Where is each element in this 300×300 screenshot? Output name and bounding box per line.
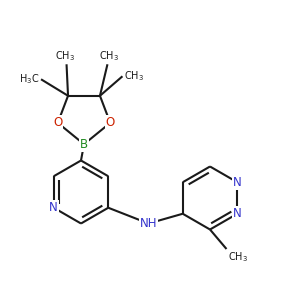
Text: NH: NH <box>140 217 157 230</box>
Text: O: O <box>106 116 115 129</box>
Text: H$_3$C: H$_3$C <box>19 72 40 86</box>
Text: CH$_3$: CH$_3$ <box>55 49 75 63</box>
Text: B: B <box>80 138 88 151</box>
Text: N: N <box>233 207 242 220</box>
Text: CH$_3$: CH$_3$ <box>99 49 119 63</box>
Text: O: O <box>53 116 62 129</box>
Text: CH$_3$: CH$_3$ <box>124 69 144 83</box>
Text: N: N <box>49 201 58 214</box>
Text: CH$_3$: CH$_3$ <box>228 250 248 264</box>
Text: N: N <box>233 176 242 189</box>
